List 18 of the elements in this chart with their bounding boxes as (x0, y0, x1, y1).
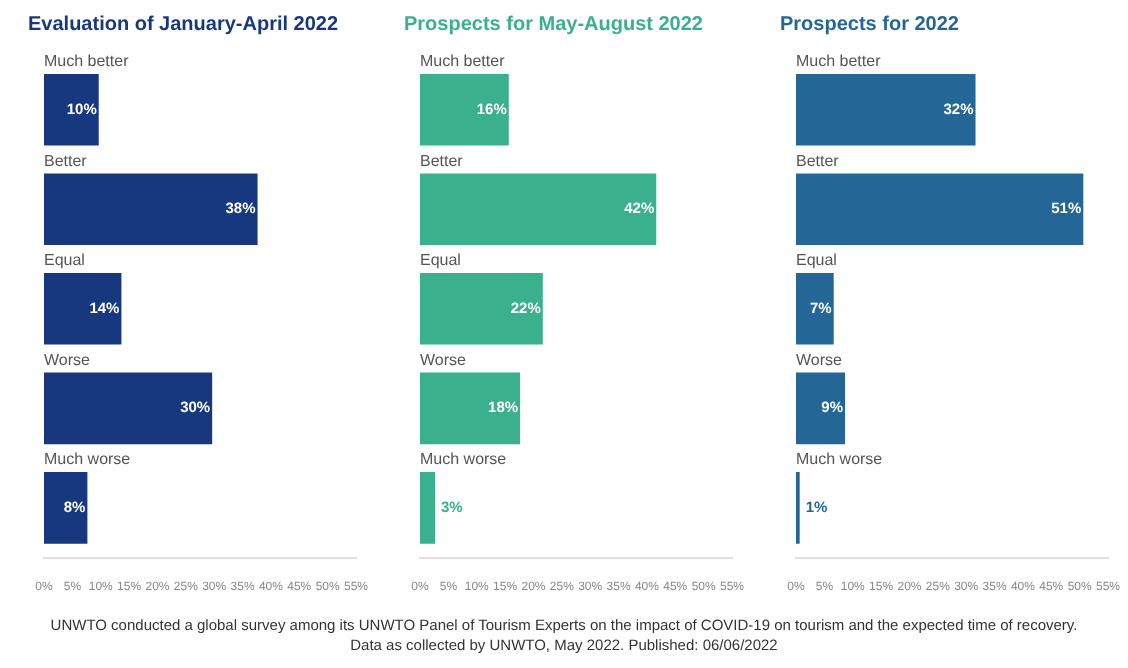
y-tick-label: Equal (420, 251, 462, 270)
y-tick-label: Much worse (44, 450, 132, 469)
chart-title: Evaluation of January-April 2022 (28, 13, 339, 36)
y-tick-label: Much worse (420, 450, 508, 469)
y-tick-label: Equal (796, 251, 838, 270)
chart-title: Prospects for 2022 (780, 13, 960, 36)
y-tick-label: Much worse (796, 450, 884, 469)
y-tick-label: Better (796, 151, 840, 170)
y-tick-label: Better (44, 151, 88, 170)
y-tick-label: Much better (44, 52, 130, 71)
y-tick-label: Better (420, 151, 464, 170)
y-tick-label: Worse (420, 350, 468, 369)
y-tick-label: Equal (44, 251, 86, 270)
y-tick-label: Much better (420, 52, 506, 71)
chart-title: Prospects for May-August 2022 (404, 13, 704, 36)
y-tick-label: Much better (796, 52, 882, 71)
y-tick-label: Worse (44, 350, 92, 369)
y-tick-label: Worse (796, 350, 844, 369)
